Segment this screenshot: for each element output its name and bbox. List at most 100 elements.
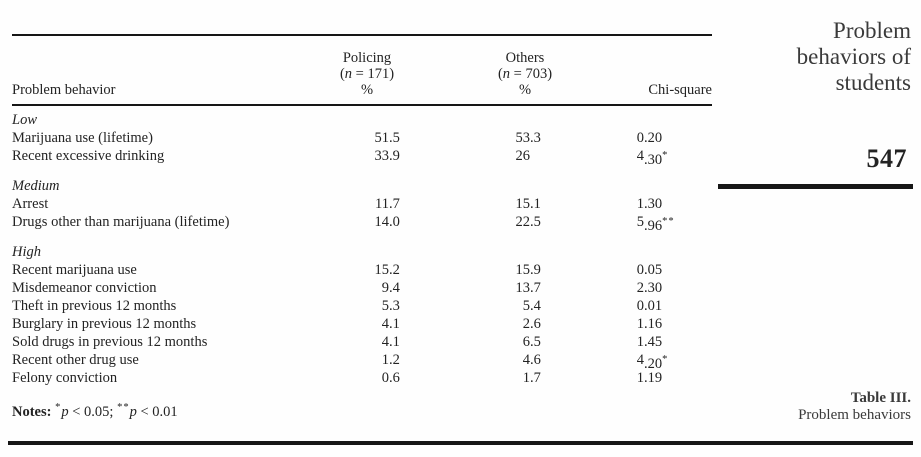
- cell-behavior: Misdemeanor conviction: [12, 280, 157, 296]
- table-row: Burglary in previous 12 months 4.1 2.6 1.16: [12, 315, 712, 333]
- section-label: Low: [12, 112, 37, 128]
- table-row: Recent excessive drinking 33.9 26 4.30*: [12, 147, 712, 168]
- cell-chi: 0.20: [636, 130, 663, 146]
- table-section: High Recent marijuana use 15.2 15.9 0.05 Misd…: [12, 243, 712, 387]
- cell-spacer: [422, 195, 465, 213]
- table-row: Felony conviction 0.6 1.7 1.19: [12, 369, 712, 387]
- table-row: Arrest 11.7 15.1 1.30: [12, 195, 712, 213]
- cell-spacer: [422, 333, 465, 351]
- journal-margin-column: Problem behaviors of students 547 Table …: [718, 0, 913, 457]
- article-title-line: behaviors of: [796, 44, 911, 69]
- cell-spacer: [422, 279, 465, 297]
- cell-chi: 0.01: [636, 298, 663, 314]
- cell-chi: 4.30*: [636, 148, 669, 168]
- cell-oth: 6.5: [522, 334, 541, 350]
- others-header-percent: %: [518, 82, 532, 98]
- cell-oth: 13.7: [515, 280, 541, 296]
- cell-oth: 4.6: [522, 352, 541, 368]
- cell-behavior: Recent other drug use: [12, 352, 139, 368]
- cell-chi: 1.45: [636, 334, 663, 350]
- policing-header-percent: %: [360, 82, 374, 98]
- cell-spacer: [422, 315, 465, 333]
- cell-spacer: [422, 147, 465, 169]
- others-header-name: Others: [505, 50, 545, 66]
- cell-chi: 1.16: [636, 316, 663, 332]
- column-header-behavior: Problem behavior: [12, 82, 116, 98]
- cell-oth: 15.1: [515, 196, 541, 212]
- table-row: Misdemeanor conviction 9.4 13.7 2.30: [12, 279, 712, 297]
- cell-oth: 15.9: [515, 262, 541, 278]
- column-header-others: Others (n = 703) %: [465, 50, 585, 102]
- table-row: Recent other drug use 1.2 4.6 4.20*: [12, 351, 712, 372]
- cell-pol: 15.2: [374, 262, 400, 278]
- cell-pol: 4.1: [381, 334, 400, 350]
- page-number: 547: [866, 144, 907, 173]
- cell-oth: 5.4: [522, 298, 541, 314]
- cell-oth: 26: [515, 148, 531, 164]
- table-header-rule: [12, 104, 712, 106]
- cell-oth: 2.6: [522, 316, 541, 332]
- cell-spacer: [422, 297, 465, 315]
- policing-header-name: Policing: [342, 50, 392, 66]
- table-caption: Table III. Problem behaviors: [716, 390, 911, 424]
- table-section: Low Marijuana use (lifetime) 51.5 53.3 0.20 R…: [12, 111, 712, 168]
- cell-behavior: Marijuana use (lifetime): [12, 130, 153, 146]
- significance-marker: **: [117, 402, 130, 413]
- cell-behavior: Recent marijuana use: [12, 262, 137, 278]
- cell-behavior: Arrest: [12, 196, 49, 212]
- cell-chi: 2.30: [636, 280, 663, 296]
- cell-pol: 0.6: [381, 370, 400, 386]
- cell-behavior: Sold drugs in previous 12 months: [12, 334, 208, 350]
- significance-marker: *: [662, 354, 669, 365]
- cell-spacer: [422, 261, 465, 279]
- section-label: High: [12, 244, 41, 260]
- table-row: Recent marijuana use 15.2 15.9 0.05: [12, 261, 712, 279]
- cell-pol: 5.3: [381, 298, 400, 314]
- column-spacer: [422, 98, 465, 102]
- table-top-rule: [12, 34, 712, 36]
- cell-pol: 51.5: [374, 130, 400, 146]
- article-title: Problem behaviors of students: [716, 18, 911, 96]
- notes-label: Notes:: [12, 404, 52, 420]
- cell-oth: 53.3: [515, 130, 541, 146]
- table-row: Drugs other than marijuana (lifetime) 14.…: [12, 213, 712, 234]
- cell-chi: 1.19: [636, 370, 663, 386]
- cell-spacer: [422, 369, 465, 387]
- cell-chi: 1.30: [636, 196, 663, 212]
- cell-pol: 11.7: [375, 196, 400, 212]
- table-caption-title: Table III.: [850, 390, 911, 406]
- cell-chi: 4.20*: [636, 352, 669, 372]
- article-title-line: Problem: [833, 18, 911, 43]
- others-header-n: (n = 703): [497, 66, 553, 82]
- section-label: Medium: [12, 178, 60, 194]
- article-title-line: students: [835, 70, 911, 95]
- table-body: Low Marijuana use (lifetime) 51.5 53.3 0.20 R…: [12, 106, 712, 420]
- significance-marker: *: [55, 402, 62, 413]
- cell-spacer: [422, 129, 465, 147]
- cell-behavior: Drugs other than marijuana (lifetime): [12, 214, 230, 230]
- cell-spacer: [422, 213, 465, 235]
- cell-pol: 4.1: [381, 316, 400, 332]
- cell-pol: 1.2: [381, 352, 400, 368]
- policing-header-n: (n = 171): [339, 66, 395, 82]
- table-iii-area: Problem behavior Policing (n = 171) % Ot…: [12, 0, 712, 457]
- table-caption-subtitle: Problem behaviors: [798, 407, 911, 423]
- cell-behavior: Burglary in previous 12 months: [12, 316, 197, 332]
- page-number-rule: [718, 184, 913, 189]
- cell-oth: 22.5: [515, 214, 541, 230]
- cell-pol: 33.9: [374, 148, 400, 164]
- page-bottom-rule: [8, 441, 913, 445]
- table-header-row: Problem behavior Policing (n = 171) % Ot…: [12, 36, 712, 102]
- cell-oth: 1.7: [522, 370, 541, 386]
- cell-chi: 0.05: [636, 262, 663, 278]
- significance-marker: **: [662, 216, 675, 227]
- cell-behavior: Recent excessive drinking: [12, 148, 165, 164]
- column-header-chi-square: Chi-square: [648, 82, 712, 98]
- table-section: Medium Arrest 11.7 15.1 1.30 Drugs other than…: [12, 177, 712, 234]
- table-row: Sold drugs in previous 12 months 4.1 6.5 1.…: [12, 333, 712, 351]
- cell-chi: 5.96**: [636, 214, 675, 234]
- table-notes: Notes: *p < 0.05; **p < 0.01: [12, 402, 178, 420]
- table-row: Marijuana use (lifetime) 51.5 53.3 0.20: [12, 129, 712, 147]
- cell-behavior: Theft in previous 12 months: [12, 298, 177, 314]
